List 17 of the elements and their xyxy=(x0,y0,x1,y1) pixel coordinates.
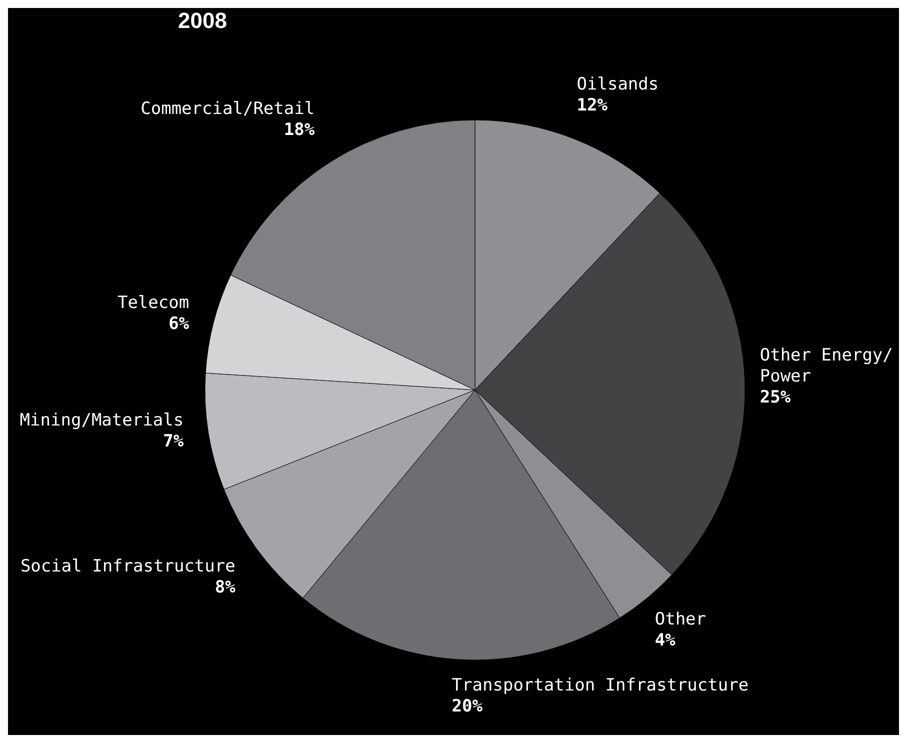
data-label: 6% xyxy=(168,314,190,334)
slice-label: Other xyxy=(654,609,706,630)
slice-label: Social Infrastructure xyxy=(20,556,236,576)
slice-label: Oilsands xyxy=(576,74,659,94)
data-label: 7% xyxy=(163,431,184,452)
chart-title: 2008 xyxy=(178,8,227,34)
data-label: 20% xyxy=(452,696,484,716)
slice-label: Telecom xyxy=(117,292,190,313)
data-label: 25% xyxy=(760,387,792,408)
slice-label: Transportation Infrastructure xyxy=(452,675,749,696)
data-label: 8% xyxy=(214,577,236,598)
data-label: 12% xyxy=(576,95,608,116)
data-label: 4% xyxy=(654,630,676,650)
slice-label: Mining/Materials xyxy=(20,410,184,430)
data-label: 18% xyxy=(284,120,316,140)
slice-label: Other Energy/Power xyxy=(760,345,893,386)
slice-label: Commercial/Retail xyxy=(140,99,315,120)
